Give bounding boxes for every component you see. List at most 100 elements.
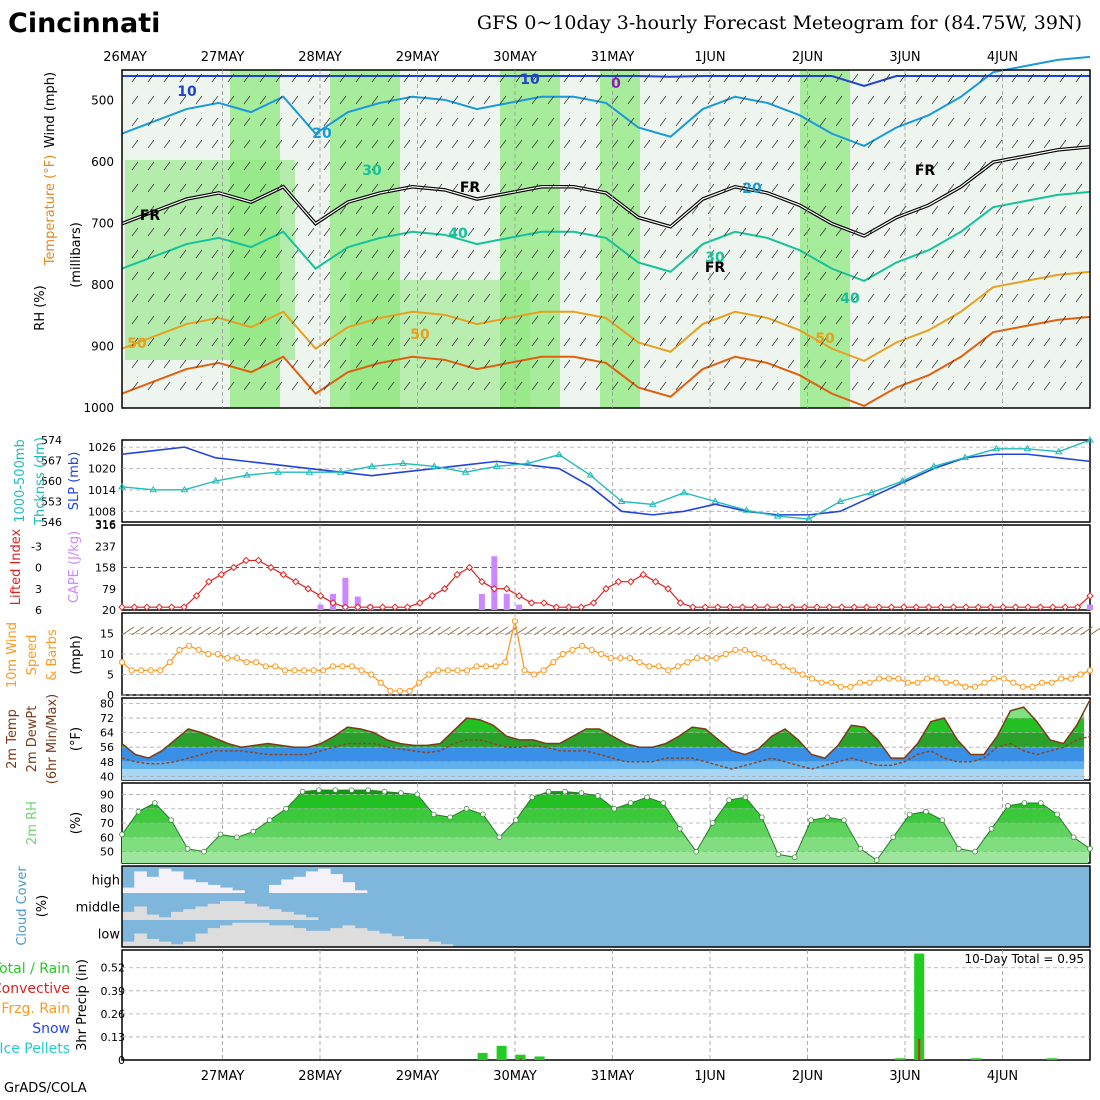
upper-wind-barb <box>371 359 379 369</box>
upper-wind-barb <box>435 381 443 391</box>
upper-wind-barb <box>195 161 203 171</box>
wind-speed-point <box>214 650 221 658</box>
upper-wind-barb <box>947 337 955 347</box>
upper-wind-barb <box>355 117 363 127</box>
upper-wind-barb <box>259 315 267 325</box>
upper-wind-barb <box>483 227 491 237</box>
upper-wind-barb <box>1027 183 1035 193</box>
wind-speed-point <box>943 679 950 686</box>
upper-wind-barb <box>707 293 715 303</box>
upper-wind-barb <box>1043 139 1051 149</box>
upper-wind-barb <box>643 205 651 215</box>
upper-wind-barb <box>531 73 539 83</box>
li-point <box>738 603 747 611</box>
upper-wind-barb <box>723 161 731 171</box>
upper-wind-barb <box>659 95 667 105</box>
thickness-point <box>1054 447 1063 455</box>
upper-wind-barb <box>707 271 715 281</box>
upper-wind-barb <box>179 293 187 303</box>
temp-tick-label: 80 <box>100 697 114 710</box>
upper-wind-barb <box>1027 95 1035 105</box>
upper-wind-barb <box>595 73 603 83</box>
upper-wind-barb <box>851 161 859 171</box>
rh-point <box>1054 811 1060 818</box>
slp-tick-label: 1008 <box>88 505 116 518</box>
upper-wind-barb <box>163 73 171 83</box>
upper-wind-barb <box>739 271 747 281</box>
upper-wind-barb <box>403 315 411 325</box>
upper-wind-barb <box>515 271 523 281</box>
cloud-high-bar <box>171 871 184 893</box>
upper-wind-barb <box>339 381 347 391</box>
upper-wind-barb <box>355 337 363 347</box>
li-point <box>614 577 623 586</box>
rh-point <box>545 788 552 795</box>
upper-wind-barb <box>771 183 779 193</box>
upper-wind-barb <box>595 227 603 237</box>
upper-wind-barb <box>611 315 619 325</box>
upper-wind-barb <box>723 293 731 303</box>
upper-wind-barb <box>883 227 891 237</box>
upper-wind-barb <box>1059 381 1067 391</box>
upper-wind-barb <box>659 73 667 83</box>
wind-speed-point <box>837 683 844 690</box>
wind-barb <box>476 626 489 636</box>
upper-wind-barb <box>995 359 1003 369</box>
upper-wind-barb <box>707 183 715 193</box>
wind-barb <box>323 626 336 636</box>
upper-wind-barb <box>195 293 203 303</box>
upper-wind-barb <box>627 117 635 127</box>
thickness-point <box>461 468 470 475</box>
upper-wind-barb <box>227 381 235 391</box>
upper-wind-barb <box>819 381 827 391</box>
upper-wind-barb <box>259 337 267 347</box>
upper-wind-barb <box>259 161 267 171</box>
pressure-tick-label: 500 <box>91 94 114 108</box>
upper-wind-barb <box>947 227 955 237</box>
upper-wind-barb <box>947 205 955 215</box>
upper-wind-barb <box>659 271 667 281</box>
upper-wind-barb <box>819 271 827 281</box>
wind-speed-point <box>684 659 691 666</box>
upper-wind-barb <box>707 139 715 149</box>
upper-wind-barb <box>1059 271 1067 281</box>
wind-speed-point <box>291 667 298 674</box>
upper-wind-barb <box>163 95 171 105</box>
upper-wind-barb <box>451 249 459 259</box>
upper-wind-barb <box>995 117 1003 127</box>
upper-wind-barb <box>963 249 971 259</box>
upper-wind-barb <box>659 139 667 149</box>
upper-wind-barb <box>851 117 859 127</box>
cloud-high-bar <box>281 879 294 893</box>
upper-wind-barb <box>835 139 843 149</box>
upper-wind-barb <box>563 205 571 215</box>
wind-speed-point <box>368 671 375 678</box>
cloud-low-bar <box>158 941 172 947</box>
upper-wind-barb <box>547 161 555 171</box>
upper-wind-barb <box>243 183 251 193</box>
upper-wind-barb <box>211 381 219 391</box>
upper-wind-barb <box>931 73 939 83</box>
cloud-high-bar <box>354 890 368 893</box>
upper-wind-barb <box>291 227 299 237</box>
upper-wind-barb <box>915 381 923 391</box>
wind-speed-point <box>435 667 442 674</box>
wind-speed-point <box>454 667 461 674</box>
wind-speed-point <box>195 646 202 654</box>
cloud-low-bar <box>391 936 405 947</box>
upper-wind-barb <box>931 381 939 391</box>
thickness-point <box>929 462 938 469</box>
upper-wind-barb <box>419 139 427 149</box>
wind-speed-point <box>118 659 126 666</box>
upper-wind-barb <box>323 271 331 281</box>
upper-wind-barb <box>515 183 523 193</box>
upper-wind-barb <box>259 139 267 149</box>
upper-wind-barb <box>675 381 683 391</box>
upper-wind-barb <box>723 249 731 259</box>
upper-wind-barb <box>483 249 491 259</box>
upper-wind-barb <box>883 315 891 325</box>
cape-tick-label: 316 <box>95 519 116 532</box>
upper-wind-barb <box>163 117 171 127</box>
upper-wind-barb <box>627 183 635 193</box>
li-point <box>664 585 672 593</box>
